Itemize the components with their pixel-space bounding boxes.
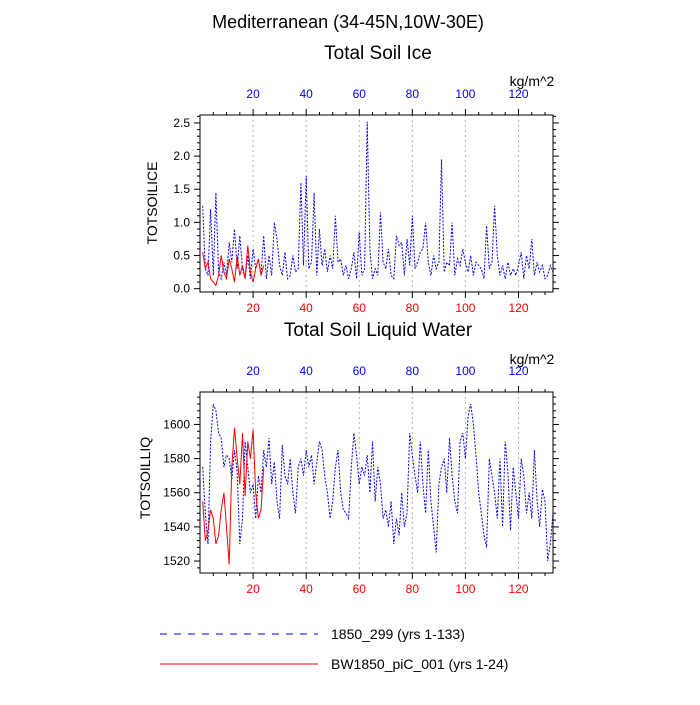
y-tick-label: 2.0	[173, 149, 190, 163]
legend: 1850_299 (yrs 1-133) BW1850_piC_001 (yrs…	[160, 626, 508, 672]
x-tick-label-bottom: 100	[455, 582, 475, 596]
series-layer	[202, 403, 554, 565]
y-tick-label: 0.5	[173, 249, 190, 263]
x-tick-label-top: 40	[299, 87, 313, 101]
series-line	[202, 245, 265, 287]
x-tick-label-bottom: 120	[508, 301, 528, 315]
x-tick-label-bottom: 60	[353, 301, 367, 315]
y-axis-label: TOTSOILICE	[144, 162, 160, 245]
y-tick-label: 1560	[163, 486, 190, 500]
x-tick-label-top: 20	[246, 364, 260, 378]
units-label: kg/m^2	[510, 351, 555, 367]
y-tick-label: 2.5	[173, 116, 190, 130]
series-layer	[202, 121, 554, 287]
x-tick-label-bottom: 80	[406, 301, 420, 315]
plot-frame	[199, 391, 554, 574]
panel-title: Total Soil Liquid Water	[284, 320, 473, 341]
x-tick-label-top: 60	[353, 364, 367, 378]
figure-title: Mediterranean (34-45N,10W-30E)	[212, 12, 484, 32]
x-tick-label-bottom: 20	[246, 301, 260, 315]
x-tick-label-top: 80	[406, 364, 420, 378]
series-line	[202, 403, 554, 562]
panel-total-soil-ice: Total Soil Ice kg/m^2 TOTSOILICE 20 20 40 4…	[144, 43, 559, 315]
x-tick-label-top: 120	[508, 87, 528, 101]
x-tick-label-bottom: 60	[353, 582, 367, 596]
vertical-grid	[252, 392, 519, 573]
y-tick-label: 1.0	[173, 215, 190, 229]
x-tick-label-top: 60	[353, 87, 367, 101]
x-tick-label-top: 20	[246, 87, 260, 101]
x-tick-label-top: 100	[455, 87, 475, 101]
x-tick-label-top: 40	[299, 364, 313, 378]
plot-frame	[199, 114, 554, 293]
x-tick-label-bottom: 40	[299, 582, 313, 596]
y-tick-label: 1600	[163, 417, 190, 431]
y-tick-label: 0.0	[173, 282, 190, 296]
y-axis-label: TOTSOILLIQ	[137, 437, 153, 519]
series-line	[202, 427, 265, 565]
axes-ticks: 20 20 40 40 60 60 80 80 100 100 120 120 0.0 0.5 1.0 1.5…	[173, 87, 559, 315]
panel-title: Total Soil Ice	[324, 43, 432, 64]
x-tick-label-bottom: 20	[246, 582, 260, 596]
units-label: kg/m^2	[510, 73, 555, 89]
x-tick-label-top: 120	[508, 364, 528, 378]
x-tick-label-top: 100	[455, 364, 475, 378]
x-tick-label-bottom: 100	[455, 301, 475, 315]
x-tick-label-bottom: 40	[299, 301, 313, 315]
y-tick-label: 1580	[163, 452, 190, 466]
y-tick-label: 1540	[163, 520, 190, 534]
axes-ticks: 20 20 40 40 60 60 80 80 100 100 120 120 1520 1540 1560…	[163, 364, 559, 596]
x-tick-label-top: 80	[406, 87, 420, 101]
legend-label-1850-299: 1850_299 (yrs 1-133)	[331, 626, 465, 642]
panel-total-soil-liquid-water: Total Soil Liquid Water kg/m^2 TOTSOILLI…	[137, 320, 559, 596]
y-tick-label: 1520	[163, 554, 190, 568]
x-tick-label-bottom: 80	[406, 582, 420, 596]
x-tick-label-bottom: 120	[508, 582, 528, 596]
y-tick-label: 1.5	[173, 182, 190, 196]
series-line	[202, 121, 554, 281]
legend-label-bw1850-pic-001: BW1850_piC_001 (yrs 1-24)	[331, 656, 508, 672]
